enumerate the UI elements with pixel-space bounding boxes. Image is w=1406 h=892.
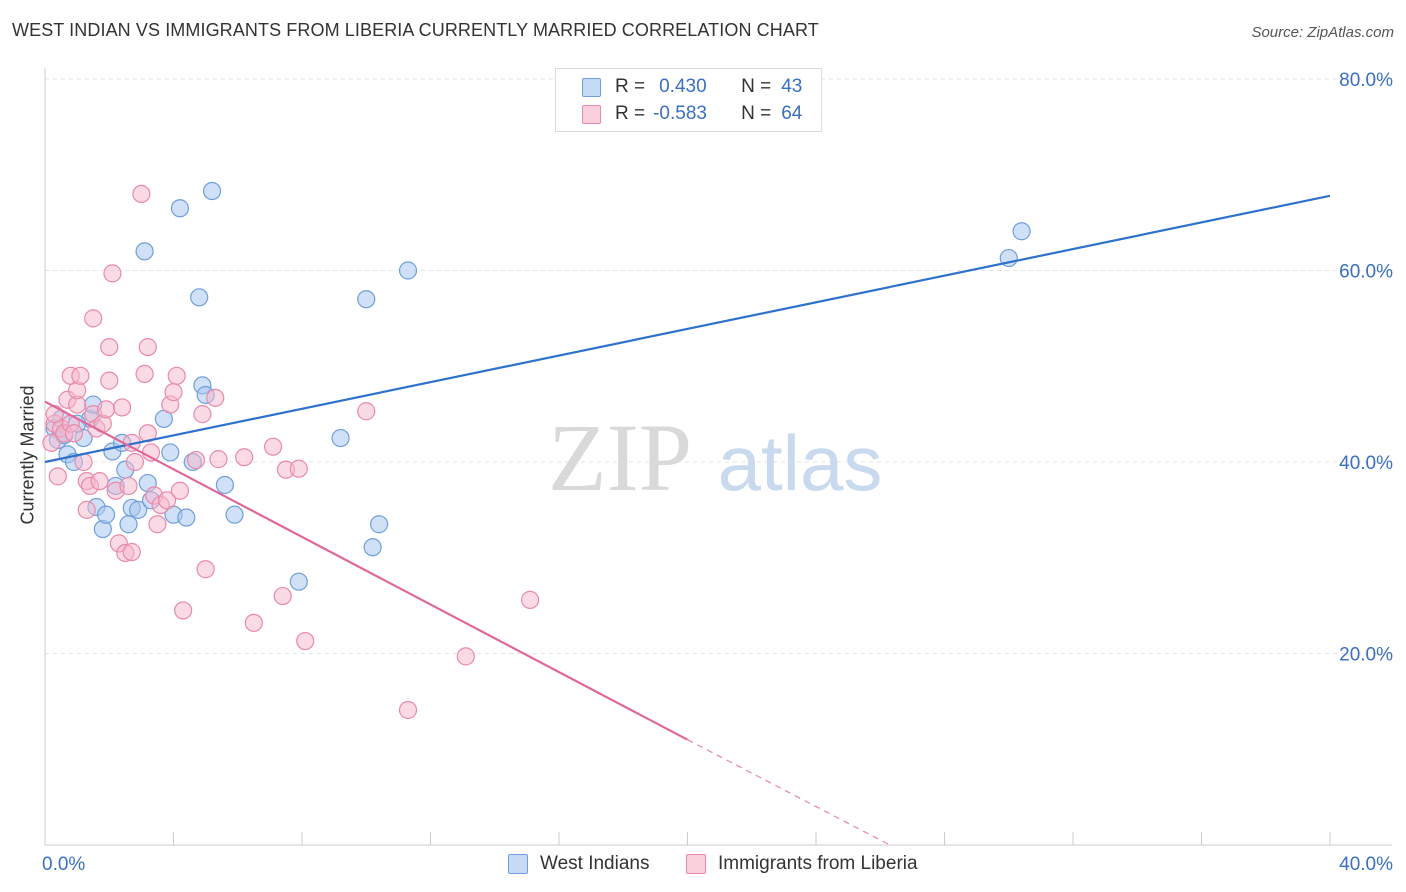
data-point-west-indians: [202, 181, 222, 201]
data-point-liberia: [157, 491, 177, 510]
stats-legend: R = 0.430 N = 43 R = -0.583 N = 64: [555, 68, 822, 132]
y-tick-label: 20.0%: [1339, 645, 1393, 666]
watermark-atlas: atlas: [718, 419, 883, 507]
legend-n-value: 43: [781, 76, 803, 97]
bottom-legend-liberia: Immigrants from Liberia: [686, 851, 918, 877]
data-point-west-indians: [225, 505, 244, 524]
y-axis-label: Currently Married: [17, 385, 38, 525]
legend-r-value: 0.430: [659, 76, 707, 97]
data-point-liberia: [174, 601, 193, 620]
legend-swatch-pink: [582, 104, 601, 124]
grid-lines: [45, 78, 1392, 654]
data-point-liberia: [167, 366, 186, 385]
data-point-liberia: [125, 452, 145, 472]
data-point-liberia: [77, 500, 96, 519]
legend-swatch-blue: [508, 854, 528, 874]
data-point-west-indians: [129, 500, 148, 519]
data-point-liberia: [148, 515, 167, 534]
data-point-liberia: [206, 388, 225, 407]
legend-r-value: -0.583: [653, 103, 707, 124]
data-point-west-indians: [215, 475, 234, 495]
trend-lines: [44, 194, 1331, 846]
data-point-west-indians: [1012, 222, 1031, 241]
x-tick-label: 40.0%: [1339, 854, 1393, 875]
data-point-west-indians: [363, 538, 382, 557]
data-point-liberia: [42, 433, 61, 452]
data-point-west-indians: [289, 572, 308, 591]
data-point-liberia: [273, 586, 292, 606]
data-point-west-indians: [357, 290, 376, 309]
chart-title: WEST INDIAN VS IMMIGRANTS FROM LIBERIA C…: [12, 20, 819, 40]
data-point-west-indians: [331, 428, 350, 448]
data-point-liberia: [122, 542, 141, 562]
data-point-liberia: [100, 371, 119, 390]
data-point-west-indians: [370, 515, 389, 534]
data-point-liberia: [119, 476, 138, 496]
y-tick-label: 60.0%: [1339, 262, 1393, 283]
series-immigrants-from-liberia: [42, 184, 540, 720]
data-point-liberia: [135, 364, 154, 384]
data-point-west-indians: [177, 508, 196, 527]
y-tick-label: 80.0%: [1339, 70, 1393, 91]
tick-labels: 20.0% 40.0% 60.0% 80.0% 0.0% 40.0%: [42, 70, 1393, 875]
axes: [44, 68, 1392, 846]
legend-r-label: R =: [615, 76, 646, 97]
data-point-west-indians: [135, 242, 154, 261]
data-point-liberia: [164, 383, 183, 402]
legend-row-west-indians: R = 0.430 N = 43: [582, 75, 802, 99]
legend-swatch-pink: [686, 854, 706, 874]
data-point-liberia: [45, 405, 64, 424]
data-point-liberia: [48, 467, 67, 486]
data-point-west-indians: [398, 261, 418, 280]
trend-line-west-indians: [44, 194, 1331, 464]
bottom-legend-west-indians: West Indians: [508, 851, 649, 877]
data-point-liberia: [456, 647, 475, 666]
series-west-indians: [45, 181, 1031, 591]
data-point-liberia: [90, 472, 109, 491]
data-point-liberia: [96, 400, 116, 419]
data-point-liberia: [209, 450, 228, 469]
legend-n-label: N =: [741, 103, 772, 124]
data-point-liberia: [398, 700, 418, 720]
legend-label: West Indians: [540, 853, 650, 874]
legend-swatch-blue: [582, 77, 601, 97]
data-point-liberia: [84, 309, 103, 328]
legend-n-value: 64: [781, 103, 803, 124]
watermark-zip: ZIP: [548, 404, 692, 511]
y-tick-label: 40.0%: [1339, 453, 1393, 474]
data-point-liberia: [138, 338, 157, 357]
data-point-west-indians: [170, 199, 190, 218]
data-point-west-indians: [161, 443, 180, 462]
data-point-west-indians: [190, 288, 209, 307]
data-point-liberia: [170, 481, 190, 500]
data-point-liberia: [520, 590, 540, 609]
data-point-west-indians: [96, 505, 116, 524]
data-point-liberia: [244, 613, 263, 632]
data-point-liberia: [357, 402, 376, 421]
data-point-liberia: [71, 366, 90, 385]
data-point-liberia: [196, 560, 215, 579]
legend-n-label: N =: [741, 76, 772, 97]
data-point-west-indians: [119, 515, 138, 534]
data-point-liberia: [64, 424, 84, 443]
legend-row-liberia: R = -0.583 N = 64: [582, 102, 802, 126]
trend-line-liberia-extension: [687, 739, 891, 846]
data-point-liberia: [235, 448, 254, 467]
data-point-liberia: [100, 338, 119, 357]
data-point-liberia: [193, 405, 212, 424]
data-point-liberia: [186, 450, 206, 470]
data-point-liberia: [112, 398, 132, 417]
legend-r-label: R =: [615, 103, 646, 124]
data-point-liberia: [296, 631, 315, 651]
data-point-liberia: [132, 184, 151, 203]
source-label: Source: ZipAtlas.com: [1251, 24, 1394, 41]
data-point-liberia: [289, 459, 308, 478]
trend-line-liberia: [44, 400, 689, 741]
x-tick-label: 0.0%: [42, 854, 85, 875]
watermark: ZIP atlas: [548, 404, 882, 511]
data-point-liberia: [103, 264, 122, 283]
legend-label: Immigrants from Liberia: [718, 853, 918, 874]
data-point-liberia: [263, 437, 283, 456]
